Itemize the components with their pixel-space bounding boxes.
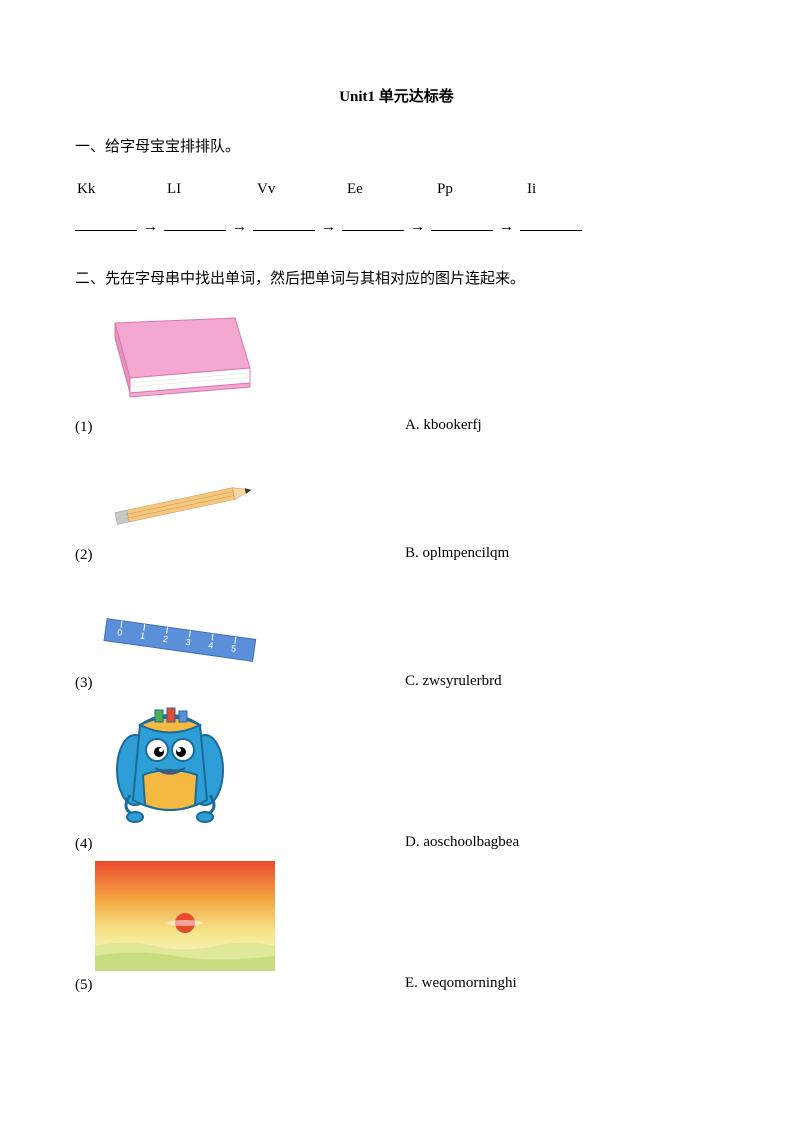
section-2-heading: 二、先在字母串中找出单词，然后把单词与其相对应的图片连起来。 — [75, 266, 718, 293]
blank-line[interactable] — [253, 216, 315, 231]
letter-item: LI — [167, 181, 197, 198]
item-number: (2) — [75, 547, 93, 564]
item-number: (1) — [75, 419, 93, 436]
letter-row: Kk LI Vv Ee Pp Ii — [75, 181, 718, 198]
arrow-icon: → — [410, 219, 425, 236]
pencil-icon — [95, 471, 265, 541]
blank-row: → → → → → — [75, 216, 718, 236]
item-number: (3) — [75, 675, 93, 692]
letter-item: Ee — [347, 181, 377, 198]
letter-item: Vv — [257, 181, 287, 198]
blank-line[interactable] — [75, 216, 137, 231]
option-text: D. aoschoolbagbea — [405, 834, 519, 853]
letter-item: Pp — [437, 181, 467, 198]
match-row-2: (2) B. oplmpencilqm — [75, 444, 718, 564]
match-row-1: (1) A. kbookerfj — [75, 313, 718, 436]
page-title: Unit1 单元达标卷 — [75, 85, 718, 106]
blank-line[interactable] — [431, 216, 493, 231]
arrow-icon: → — [143, 219, 158, 236]
blank-line[interactable] — [342, 216, 404, 231]
option-text: C. zwsyrulerbrd — [405, 673, 502, 692]
section-2: 二、先在字母串中找出单词，然后把单词与其相对应的图片连起来。 (1) A. kb… — [75, 266, 718, 994]
letter-item: Ii — [527, 181, 557, 198]
letter-item: Kk — [77, 181, 107, 198]
blank-line[interactable] — [164, 216, 226, 231]
match-row-4: (4) D. aoschoolbagbea — [75, 700, 718, 853]
match-row-3: 0 1 2 3 4 5 (3) C. z — [75, 572, 718, 692]
section-1-heading: 一、给字母宝宝排排队。 — [75, 134, 718, 161]
option-text: A. kbookerfj — [405, 417, 482, 436]
arrow-icon: → — [321, 219, 336, 236]
arrow-icon: → — [232, 219, 247, 236]
section-1: 一、给字母宝宝排排队。 Kk LI Vv Ee Pp Ii → → → → → — [75, 134, 718, 236]
option-text: E. weqomorninghi — [405, 975, 517, 994]
arrow-icon: → — [499, 219, 514, 236]
blank-line[interactable] — [520, 216, 582, 231]
item-number: (5) — [75, 977, 93, 994]
match-row-5: (5) E. weqomorninghi — [75, 861, 718, 994]
schoolbag-icon — [95, 700, 245, 830]
item-number: (4) — [75, 836, 93, 853]
ruler-icon: 0 1 2 3 4 5 — [95, 609, 265, 669]
book-icon — [95, 313, 255, 413]
option-text: B. oplmpencilqm — [405, 545, 509, 564]
morning-icon — [95, 861, 275, 971]
